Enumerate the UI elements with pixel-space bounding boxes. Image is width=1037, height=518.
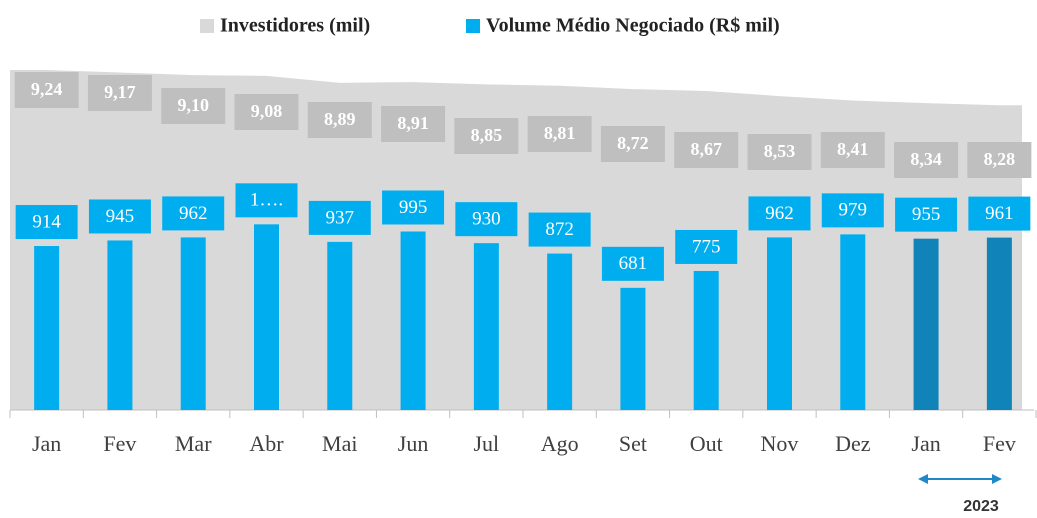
legend-swatch (466, 19, 480, 33)
annotation: 2023 (963, 498, 999, 515)
value-label: 8,85 (471, 125, 503, 145)
bar (547, 253, 573, 410)
value-label-box (748, 196, 811, 231)
value-label: 8,53 (764, 141, 796, 161)
value-label: 955 (912, 204, 941, 225)
value-label-box (674, 132, 739, 168)
legend-label: Volume Médio Negociado (R$ mil) (486, 15, 780, 37)
bar (180, 237, 206, 410)
arrow-head (918, 474, 1002, 484)
x-tick-label: Set (619, 431, 647, 456)
value-label-box (894, 142, 959, 178)
value-label-box (601, 246, 664, 281)
legend-label: Investidores (mil) (220, 15, 370, 37)
bar (34, 246, 60, 410)
bar (473, 243, 499, 410)
value-label: 1…. (250, 190, 283, 211)
value-label-box (675, 229, 738, 264)
value-label: 872 (545, 219, 574, 240)
value-label: 8,91 (397, 113, 429, 133)
value-label: 9,24 (31, 79, 63, 99)
value-label: 945 (106, 206, 135, 227)
value-label: 8,67 (690, 139, 722, 159)
x-tick-label: Fev (103, 431, 136, 456)
value-label: 681 (619, 253, 648, 274)
value-label-box (161, 88, 226, 124)
value-label-box (382, 190, 445, 225)
value-label-box (820, 132, 885, 168)
value-label-box (968, 196, 1031, 231)
value-label-box (234, 94, 299, 130)
x-tick-label: Mai (322, 431, 357, 456)
value-label-box (14, 72, 79, 108)
value-label-box (455, 202, 518, 237)
value-label-box (600, 126, 665, 162)
x-tick-label: Dez (835, 431, 871, 456)
value-label: 8,81 (544, 123, 576, 143)
bar (767, 237, 792, 410)
bar (913, 238, 939, 410)
value-label-box (87, 75, 152, 111)
value-label-box (235, 183, 298, 218)
x-tick-label: Jun (398, 431, 429, 456)
value-label: 8,89 (324, 109, 356, 129)
bar (107, 240, 133, 410)
value-label: 8,34 (910, 149, 942, 169)
value-label-box (821, 193, 884, 228)
value-label-box (528, 212, 591, 247)
x-tick-label: Jan (32, 431, 61, 456)
x-tick-label: Nov (761, 431, 799, 456)
x-tick-label: Fev (983, 431, 1016, 456)
value-label-box (895, 197, 958, 232)
value-label: 914 (32, 211, 61, 232)
value-label-box (307, 102, 372, 138)
plot: 9,24 9,17 9,10 9,08 8,89 8,91 8,85 8,81 8,72 8,67… (9, 69, 1037, 456)
bar (840, 234, 866, 410)
value-label-box (15, 205, 78, 240)
value-label: 930 (472, 209, 501, 230)
value-label: 775 (692, 236, 721, 257)
value-label-box (162, 196, 225, 231)
x-tick-label: Out (690, 431, 723, 456)
value-label-box (967, 142, 1032, 178)
legend-swatch (200, 19, 214, 33)
value-label-box (527, 116, 592, 152)
value-label-box (88, 199, 151, 234)
x-tick-label: Ago (541, 431, 579, 456)
value-label: 995 (399, 197, 428, 218)
value-label: 979 (839, 200, 868, 221)
value-label: 937 (326, 207, 355, 228)
value-label: 8,72 (617, 133, 649, 153)
value-label-box (308, 200, 371, 235)
value-label: 9,08 (251, 101, 283, 121)
value-label: 962 (765, 203, 794, 224)
value-label: 9,17 (104, 82, 136, 102)
x-tick-label: Abr (249, 431, 284, 456)
value-label: 8,41 (837, 139, 869, 159)
value-label: 961 (985, 203, 1014, 224)
x-tick-label: Jul (474, 431, 500, 456)
bar (986, 237, 1012, 410)
bar (327, 241, 353, 410)
value-label: 9,10 (177, 95, 209, 115)
bar (693, 270, 719, 410)
bar (620, 287, 646, 410)
value-label: 8,28 (984, 149, 1016, 169)
bar (400, 231, 426, 410)
value-label-box (381, 106, 446, 142)
x-tick-label: Mar (175, 431, 212, 456)
value-label-box (454, 118, 519, 154)
x-tick-label: Jan (911, 431, 940, 456)
value-label: 962 (179, 203, 208, 224)
value-label-box (747, 134, 812, 170)
bar (254, 224, 279, 410)
